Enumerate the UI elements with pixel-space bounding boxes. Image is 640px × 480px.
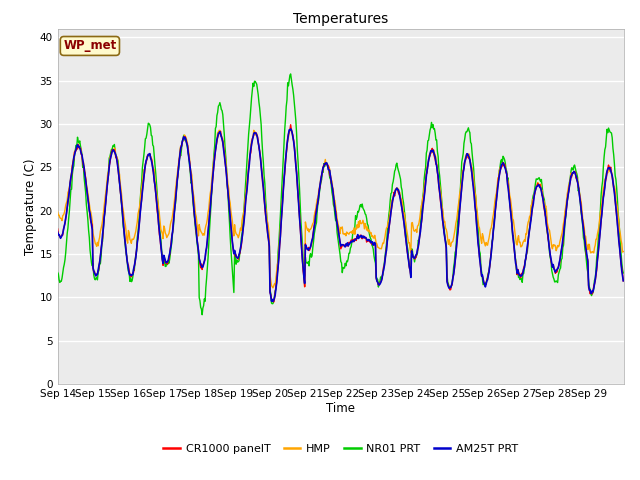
HMP [54,209,61,215]
NR01 PRT [198,312,206,318]
AM25T PRT [120,228,128,233]
AM25T PRT [620,278,627,284]
HMP [275,260,282,265]
CR1000 panelT [120,227,128,233]
HMP [269,285,276,291]
CR1000 panelT [432,161,440,167]
NR01 PRT [120,228,128,234]
CR1000 panelT [224,191,232,196]
NR01 PRT [253,81,260,87]
NR01 PRT [287,71,294,77]
NR01 PRT [401,206,408,212]
NR01 PRT [54,269,61,275]
AM25T PRT [401,222,408,228]
AM25T PRT [275,263,282,269]
NR01 PRT [620,270,627,276]
Line: NR01 PRT: NR01 PRT [58,74,623,315]
AM25T PRT [252,130,260,136]
HMP [120,214,128,220]
AM25T PRT [54,229,61,235]
CR1000 panelT [54,226,61,232]
X-axis label: Time: Time [326,402,355,415]
HMP [432,155,440,161]
HMP [287,127,295,132]
HMP [252,132,260,138]
HMP [401,210,408,216]
NR01 PRT [225,206,232,212]
NR01 PRT [432,137,440,143]
AM25T PRT [224,189,232,194]
CR1000 panelT [252,130,260,135]
Line: AM25T PRT: AM25T PRT [58,129,623,301]
HMP [620,249,627,254]
AM25T PRT [269,299,276,304]
NR01 PRT [275,249,282,255]
CR1000 panelT [287,122,294,128]
AM25T PRT [432,160,440,166]
CR1000 panelT [270,299,278,305]
Y-axis label: Temperature (C): Temperature (C) [24,158,36,255]
Legend: CR1000 panelT, HMP, NR01 PRT, AM25T PRT: CR1000 panelT, HMP, NR01 PRT, AM25T PRT [159,439,523,458]
CR1000 panelT [620,278,627,284]
Text: WP_met: WP_met [63,39,116,52]
AM25T PRT [287,126,294,132]
CR1000 panelT [275,264,282,270]
HMP [224,181,232,187]
Line: CR1000 panelT: CR1000 panelT [58,125,623,302]
CR1000 panelT [401,222,408,228]
Title: Temperatures: Temperatures [293,12,388,26]
Line: HMP: HMP [58,130,623,288]
